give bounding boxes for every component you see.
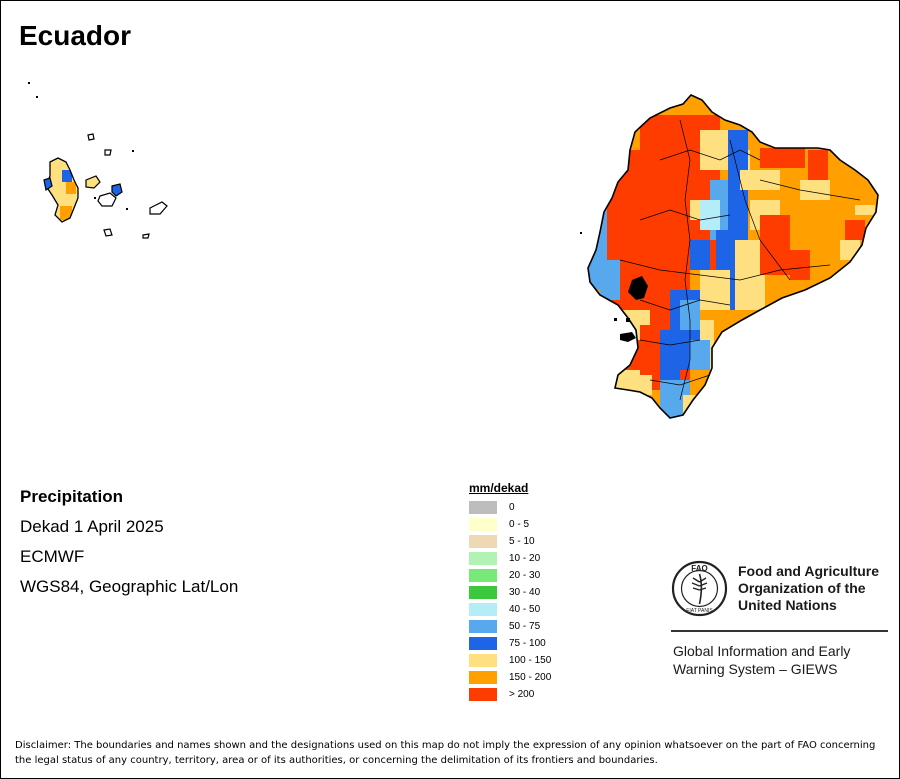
rabida-island: [132, 150, 134, 152]
floreana-island: [103, 228, 113, 237]
city-area: [628, 276, 648, 300]
legend-row: 5 - 10: [469, 533, 551, 550]
organization-name-line1: Food and Agriculture: [738, 563, 880, 579]
legend-swatch: [469, 518, 497, 531]
legend: mm/dekad 0 0 - 5 5 - 10 10 - 20 20 - 30 30 - …: [469, 481, 551, 703]
legend-row: 0 - 5: [469, 516, 551, 533]
disclaimer: Disclaimer: The boundaries and names sho…: [15, 740, 876, 766]
espanola-island: [142, 233, 150, 239]
coastal-island: [620, 332, 636, 342]
legend-title: mm/dekad: [469, 481, 529, 495]
legend-swatch: [469, 688, 497, 701]
darwin-island: [28, 82, 30, 84]
legend-row: 10 - 20: [469, 550, 551, 567]
legend-label: 30 - 40: [509, 587, 541, 598]
legend-label: 50 - 75: [509, 621, 541, 632]
wolf-island: [36, 96, 38, 98]
santa-cruz-island: [97, 192, 117, 207]
system-name-line2: Warning System – GIEWS: [673, 661, 838, 677]
system-name: Global Information and Early Warning Sys…: [673, 642, 893, 678]
legend-swatch: [469, 671, 497, 684]
legend-swatch: [469, 501, 497, 514]
organization-name: Food and Agriculture Organization of the…: [738, 563, 898, 614]
fao-logo-text-top: FAO: [691, 564, 707, 573]
legend-swatch: [469, 637, 497, 650]
legend-row: 100 - 150: [469, 652, 551, 669]
legend-row: 0: [469, 499, 551, 516]
legend-label: 0 - 5: [509, 519, 530, 530]
legend-label: 20 - 30: [509, 570, 541, 581]
legend-label: 150 - 200: [509, 672, 552, 683]
legend-swatch: [469, 569, 497, 582]
source-label: ECMWF: [20, 547, 85, 566]
legend-label: > 200: [509, 689, 535, 700]
genovesa-island: [111, 183, 123, 197]
legend-row: 40 - 50: [469, 601, 551, 618]
pinzon-island: [94, 197, 96, 199]
puna-island: [614, 318, 617, 321]
organization-name-line2: Organization of the: [738, 580, 866, 596]
ecuador-precipitation-grid: [588, 95, 878, 418]
organization-name-line3: United Nations: [738, 597, 837, 613]
map-title: Ecuador: [19, 20, 132, 51]
fao-logo-text-bottom: FIAT PANIS: [686, 608, 713, 614]
fernandina-island: [43, 177, 53, 191]
branding-divider: [671, 630, 888, 632]
legend-label: 0: [509, 502, 515, 513]
legend-row: > 200: [469, 686, 551, 703]
province-boundaries: [619, 119, 861, 401]
legend-label: 75 - 100: [509, 638, 546, 649]
legend-row: 50 - 75: [469, 618, 551, 635]
legend-label: 40 - 50: [509, 604, 541, 615]
legend-rows: 0 0 - 5 5 - 10 10 - 20 20 - 30 30 - 40 40 - 50…: [469, 499, 551, 703]
coastal-island-small: [626, 318, 630, 322]
projection-label: WGS84, Geographic Lat/Lon: [20, 577, 239, 596]
plaza-island: [126, 208, 128, 210]
coastal-point: [580, 232, 582, 234]
variable-label: Precipitation: [20, 487, 123, 506]
system-name-line1: Global Information and Early: [673, 643, 851, 659]
legend-swatch: [469, 586, 497, 599]
legend-row: 20 - 30: [469, 567, 551, 584]
legend-swatch: [469, 620, 497, 633]
isabela-island: [45, 157, 79, 223]
period-label: Dekad 1 April 2025: [20, 517, 164, 536]
marchena-island: [104, 149, 112, 156]
fao-logo-icon: FAO FIAT PANIS: [671, 560, 728, 617]
legend-label: 5 - 10: [509, 536, 535, 547]
santiago-island: [85, 175, 101, 189]
legend-swatch: [469, 654, 497, 667]
legend-swatch: [469, 603, 497, 616]
legend-label: 100 - 150: [509, 655, 552, 666]
legend-swatch: [469, 552, 497, 565]
legend-row: 75 - 100: [469, 635, 551, 652]
legend-swatch: [469, 535, 497, 548]
pinta-island: [87, 133, 95, 141]
legend-label: 10 - 20: [509, 553, 541, 564]
legend-row: 150 - 200: [469, 669, 551, 686]
legend-row: 30 - 40: [469, 584, 551, 601]
san-cristobal-island: [149, 201, 168, 215]
ecuador-outline: [587, 94, 879, 419]
precipitation-map: [28, 82, 879, 419]
